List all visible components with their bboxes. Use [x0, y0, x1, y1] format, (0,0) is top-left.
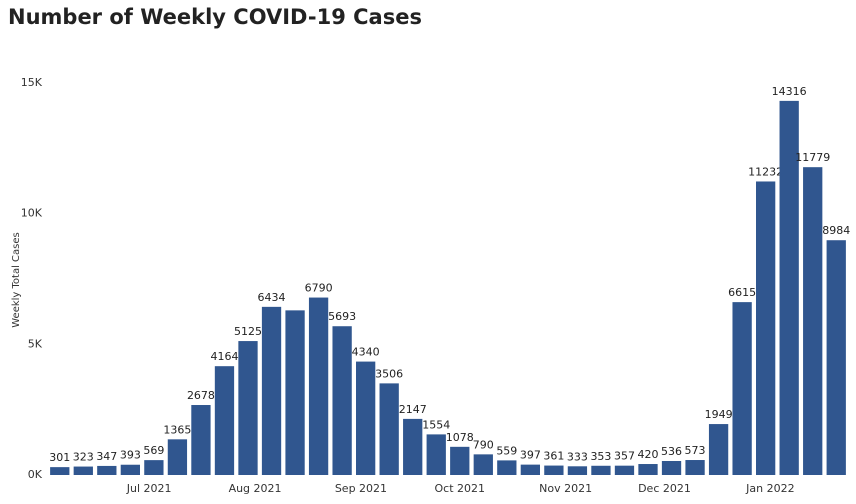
y-tick-label: 5K	[28, 337, 43, 350]
x-tick-label: Sep 2021	[335, 482, 387, 495]
value-label: 5125	[234, 325, 262, 338]
value-label: 790	[473, 438, 494, 451]
value-label: 361	[543, 450, 564, 463]
bar	[756, 181, 776, 475]
bar	[567, 466, 588, 475]
bar	[803, 167, 823, 475]
bar	[473, 454, 493, 475]
bar	[544, 465, 564, 475]
chart-title: Number of Weekly COVID-19 Cases	[8, 5, 422, 29]
x-tick-label: Jan 2022	[745, 482, 794, 495]
bar	[450, 446, 470, 475]
value-label: 8984	[822, 224, 850, 237]
bar	[50, 467, 70, 475]
bar	[497, 460, 517, 475]
value-label: 14316	[772, 85, 807, 98]
x-tick-label: Nov 2021	[539, 482, 592, 495]
bar	[285, 310, 305, 475]
value-label: 301	[49, 451, 70, 464]
value-label: 397	[520, 449, 541, 462]
bar	[685, 460, 705, 475]
value-label: 6615	[728, 286, 756, 299]
value-label: 536	[661, 445, 682, 458]
bar	[591, 465, 611, 475]
value-label: 559	[496, 444, 517, 457]
value-label: 2678	[187, 389, 215, 402]
bar	[120, 464, 140, 475]
bar	[403, 418, 423, 475]
value-label: 5693	[328, 310, 356, 323]
value-label: 1365	[163, 423, 191, 436]
bar	[144, 460, 164, 475]
value-label: 6790	[305, 282, 333, 295]
bar	[426, 434, 446, 475]
bar	[826, 240, 846, 475]
x-tick-label: Oct 2021	[435, 482, 486, 495]
value-label: 3506	[375, 367, 403, 380]
value-label: 1949	[705, 408, 733, 421]
bar	[191, 405, 211, 475]
value-label: 6434	[258, 291, 286, 304]
bar	[638, 464, 658, 475]
value-label: 1554	[422, 418, 450, 431]
bar	[308, 297, 329, 475]
bar	[779, 100, 799, 476]
value-label: 11779	[795, 151, 830, 164]
x-tick-label: Aug 2021	[229, 482, 282, 495]
value-label: 569	[143, 444, 164, 457]
bar	[214, 366, 235, 475]
x-tick-label: Jul 2021	[126, 482, 172, 495]
bar	[356, 361, 376, 475]
value-label: 393	[120, 449, 141, 462]
value-label: 4164	[210, 350, 238, 363]
value-label: 1078	[446, 431, 474, 444]
bar	[261, 306, 282, 475]
bar	[97, 465, 117, 475]
value-label: 357	[614, 450, 635, 463]
value-label: 573	[685, 444, 706, 457]
value-label: 4340	[352, 346, 380, 359]
bar	[379, 383, 399, 475]
bar	[614, 465, 635, 475]
y-tick-label: 15K	[21, 76, 43, 89]
value-label: 420	[638, 448, 659, 461]
bar	[238, 341, 258, 475]
bar	[520, 464, 540, 475]
x-tick-label: Dec 2021	[638, 482, 691, 495]
bar	[73, 466, 93, 475]
value-label: 353	[590, 450, 611, 463]
bar	[167, 439, 188, 475]
value-label: 11232	[748, 165, 783, 178]
bar	[332, 326, 352, 475]
y-tick-label: 10K	[21, 207, 43, 220]
value-label: 333	[567, 450, 588, 463]
y-axis-label: Weekly Total Cases	[11, 232, 22, 328]
value-label: 347	[96, 450, 117, 463]
bar	[732, 302, 752, 475]
value-label: 2147	[399, 403, 427, 416]
y-tick-label: 0K	[28, 468, 43, 481]
bar	[708, 424, 729, 475]
value-label: 323	[73, 451, 94, 464]
bar	[661, 460, 682, 475]
